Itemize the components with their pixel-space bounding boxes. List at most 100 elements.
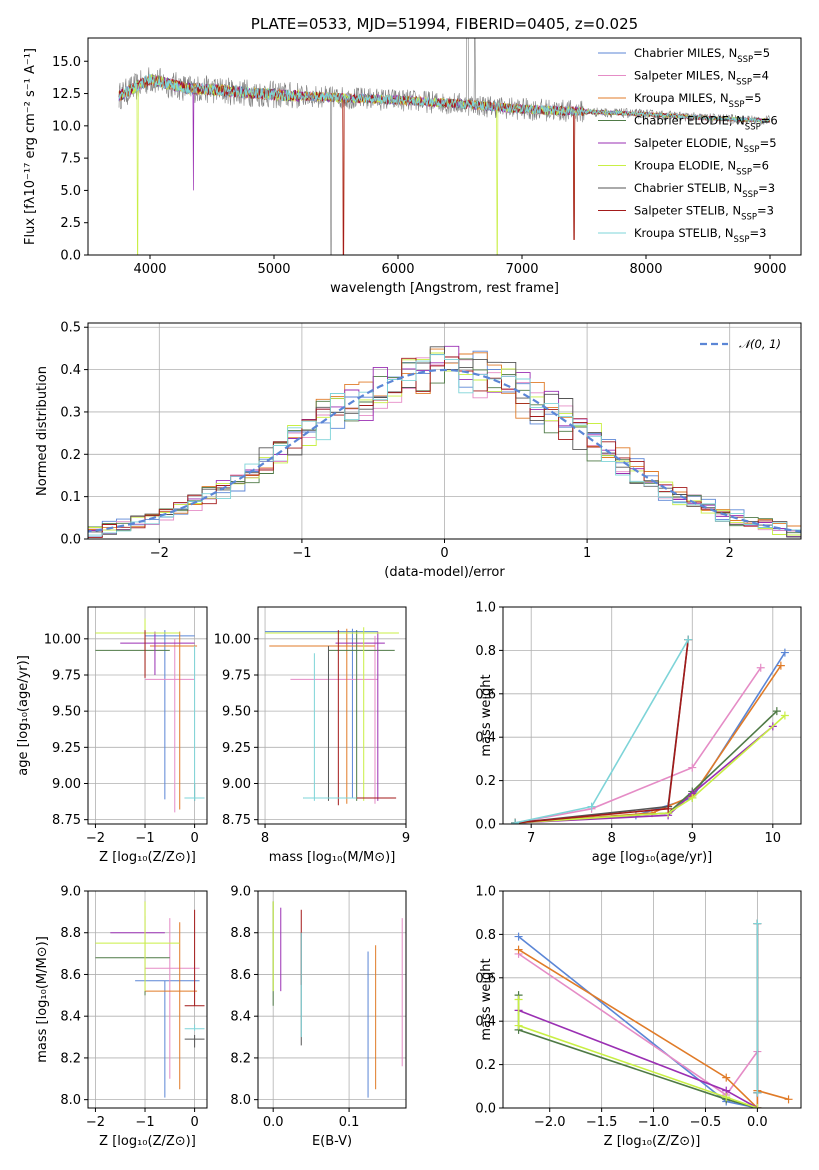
y-axis-label: Flux [fλ10⁻¹⁷ erg cm⁻² s⁻¹ A⁻¹]	[23, 48, 38, 245]
x-axis-label: Z [log₁₀(Z/Z⊙)]	[99, 850, 196, 865]
legend-tail: =3	[758, 181, 775, 195]
y-tick-label: 9.00	[222, 777, 251, 792]
legend-entry: Salpeter MILES, NSSP=4	[634, 69, 769, 88]
chart-title: PLATE=0533, MJD=51994, FIBERID=0405, z=0…	[251, 15, 638, 33]
x-tick-label: 8000	[629, 262, 662, 277]
x-tick-label: −1.0	[638, 1115, 670, 1130]
x-tick-label: 9	[402, 831, 410, 846]
legend-tail: =5	[753, 46, 770, 60]
y-tick-label: 9.50	[52, 705, 81, 720]
y-tick-label: 9.50	[222, 705, 251, 720]
legend-entry: Kroupa ELODIE, NSSP=6	[634, 159, 769, 178]
legend-tail: =5	[760, 136, 777, 150]
x-tick-label: 2	[726, 546, 734, 561]
x-tick-label: −1	[135, 831, 154, 846]
panel-age_vs_mass: 8 9 8.75 9.00 9.25 9.50 9.75 10.00 mass [log₁₀(M…	[214, 606, 410, 865]
x-tick-label: −1	[292, 546, 311, 561]
panel-mass_vs_EBV: 0.0 0.1 8.0 8.2 8.4 8.6 8.8 9.0 E(B-V)	[230, 885, 407, 1149]
x-axis-label: age [log₁₀(age/yr)]	[592, 850, 713, 865]
x-tick-label: 0.1	[339, 1115, 360, 1130]
weight-series-line	[514, 667, 762, 824]
weight-point-marker	[688, 763, 697, 772]
y-axis-label: Normed distribution	[35, 366, 50, 496]
weight-point-marker	[684, 635, 693, 644]
x-tick-label: 1	[583, 546, 591, 561]
y-tick-label: 10.0	[52, 119, 81, 134]
legend-label: Salpeter STELIB, N	[634, 204, 741, 218]
x-axis-label: E(B-V)	[312, 1134, 352, 1149]
legend-entry: Chabrier MILES, NSSP=5	[634, 46, 770, 65]
legend-label: Chabrier ELODIE, N	[634, 114, 745, 128]
chart-legend: 𝒩(0, 1)	[700, 337, 781, 351]
legend-subscript: SSP	[745, 123, 761, 133]
weight-series-line	[515, 639, 689, 824]
x-tick-label: 6000	[381, 262, 414, 277]
y-tick-label: 0.0	[60, 533, 81, 548]
y-tick-label: 0.0	[475, 1102, 496, 1117]
y-tick-label: 0.1	[60, 490, 81, 505]
y-tick-label: 7.5	[60, 152, 81, 167]
weight-point-marker	[753, 1088, 762, 1097]
x-tick-label: 0	[190, 1115, 198, 1130]
plot-area	[95, 618, 205, 813]
axes-frame	[87, 606, 208, 825]
weight-point-marker	[587, 802, 596, 811]
x-tick-label: −2	[86, 831, 105, 846]
y-tick-label: 10.00	[214, 632, 251, 647]
legend-subscript: SSP	[736, 168, 752, 178]
y-tick-label: 8.8	[60, 926, 81, 941]
weight-point-marker	[664, 804, 673, 813]
legend-entry: Salpeter ELODIE, NSSP=5	[634, 136, 777, 155]
legend-label: Chabrier MILES, N	[634, 46, 737, 60]
weight-series-line	[514, 639, 689, 824]
legend-label: Salpeter MILES, N	[634, 69, 736, 83]
weight-point-marker	[514, 1021, 523, 1030]
x-axis-label: Z [log₁₀(Z/Z⊙)]	[99, 1134, 196, 1149]
y-tick-label: 9.75	[222, 668, 251, 683]
axes-frame	[502, 606, 802, 825]
y-tick-label: 10.00	[44, 632, 81, 647]
y-tick-label: 0.8	[475, 644, 496, 659]
weight-point-marker	[753, 919, 762, 928]
legend-label: Kroupa STELIB, N	[634, 226, 734, 240]
x-tick-label: −2	[150, 546, 169, 561]
weight-point-marker	[776, 661, 785, 670]
panel-residuals: −2 −1 0 1 2 0.0 0.1 0.2 0.3 0.4 0.5 (data-model)/er…	[35, 321, 802, 580]
panel-mass_weight_vs_Z: −2.0 −1.5 −1.0 −0.5 0.0 0.0 0.2 0.4 0.6 0.8 1.0 Z […	[475, 885, 802, 1149]
legend-tail: =3	[757, 204, 774, 218]
y-tick-label: 8.0	[230, 1093, 251, 1108]
weight-point-marker	[511, 818, 520, 824]
y-tick-label: 5.0	[60, 184, 81, 199]
x-axis-label: mass [log₁₀(M/M⊙)]	[269, 850, 396, 865]
legend-label: Salpeter ELODIE, N	[634, 136, 744, 150]
x-tick-label: −2.0	[534, 1115, 566, 1130]
y-axis-label: mass [log₁₀(M/M⊙)]	[35, 936, 50, 1063]
y-tick-label: 0.6	[475, 687, 496, 702]
x-tick-label: −0.5	[690, 1115, 722, 1130]
plot-area	[265, 627, 399, 806]
model-spectrum-8	[118, 73, 771, 124]
y-tick-label: 0.4	[475, 731, 496, 746]
axes-frame	[87, 37, 802, 256]
y-tick-label: 0.6	[475, 971, 496, 986]
y-tick-label: 2.5	[60, 216, 81, 231]
panel-mass_weight_vs_age: 7 8 9 10 0.0 0.2 0.4 0.6 0.8 1.0 age [log₁₀(age/yr…	[475, 601, 802, 865]
x-tick-label: 7	[527, 831, 535, 846]
axes-frame	[257, 890, 407, 1109]
y-tick-label: 8.75	[222, 813, 251, 828]
y-tick-label: 0.8	[475, 928, 496, 943]
y-tick-label: 0.0	[60, 249, 81, 264]
weight-point-marker	[780, 648, 789, 657]
weight-series-line	[517, 999, 758, 1108]
y-tick-label: 8.8	[230, 926, 251, 941]
x-tick-label: 9	[688, 831, 696, 846]
weight-point-marker	[514, 995, 523, 1004]
plot-area	[95, 901, 205, 1098]
y-tick-label: 8.0	[60, 1093, 81, 1108]
legend-subscript: SSP	[742, 190, 758, 200]
y-tick-label: 12.5	[52, 87, 81, 102]
legend-subscript: SSP	[729, 100, 745, 110]
x-tick-label: 5000	[257, 262, 290, 277]
x-tick-label: 8	[608, 831, 616, 846]
